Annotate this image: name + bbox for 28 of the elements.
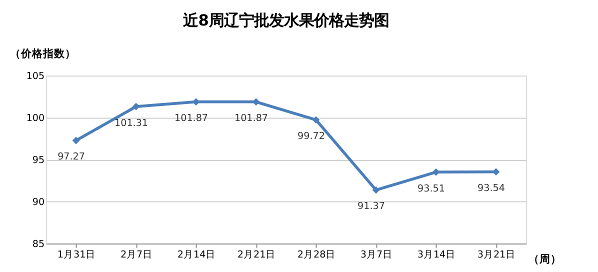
- x-tick-label: 2月14日: [177, 249, 216, 260]
- chart-title: 近8周辽宁批发水果价格走势图: [182, 12, 389, 30]
- x-tick-label: 1月31日: [57, 249, 96, 260]
- data-label: 99.72: [298, 131, 325, 142]
- data-label: 93.51: [418, 183, 445, 194]
- y-tick-label: 100: [26, 112, 45, 124]
- y-tick-label: 85: [32, 238, 45, 250]
- x-tick-label: 2月28日: [297, 249, 336, 260]
- data-label: 101.87: [234, 113, 268, 124]
- x-tick-label: 2月7日: [120, 249, 153, 260]
- point: [372, 186, 380, 194]
- y-tick-label: 90: [32, 196, 45, 208]
- data-label: 97.27: [58, 152, 85, 163]
- point: [132, 102, 140, 110]
- x-axis-title: （周）: [528, 253, 562, 266]
- y-axis-title: （价格指数）: [10, 46, 76, 60]
- x-tick-label: 3月14日: [417, 249, 456, 260]
- data-label: 93.54: [478, 183, 505, 194]
- y-tick-label: 95: [32, 154, 45, 166]
- y-tick-label: 105: [26, 70, 45, 82]
- x-tick-label: 2月21日: [237, 249, 276, 260]
- x-tick-label: 3月21日: [477, 249, 516, 260]
- x-tick-label: 3月7日: [360, 249, 393, 260]
- data-label: 101.87: [174, 113, 208, 124]
- point: [72, 136, 80, 144]
- point: [312, 116, 320, 124]
- data-label: 91.37: [358, 201, 385, 212]
- data-label: 101.31: [114, 118, 148, 129]
